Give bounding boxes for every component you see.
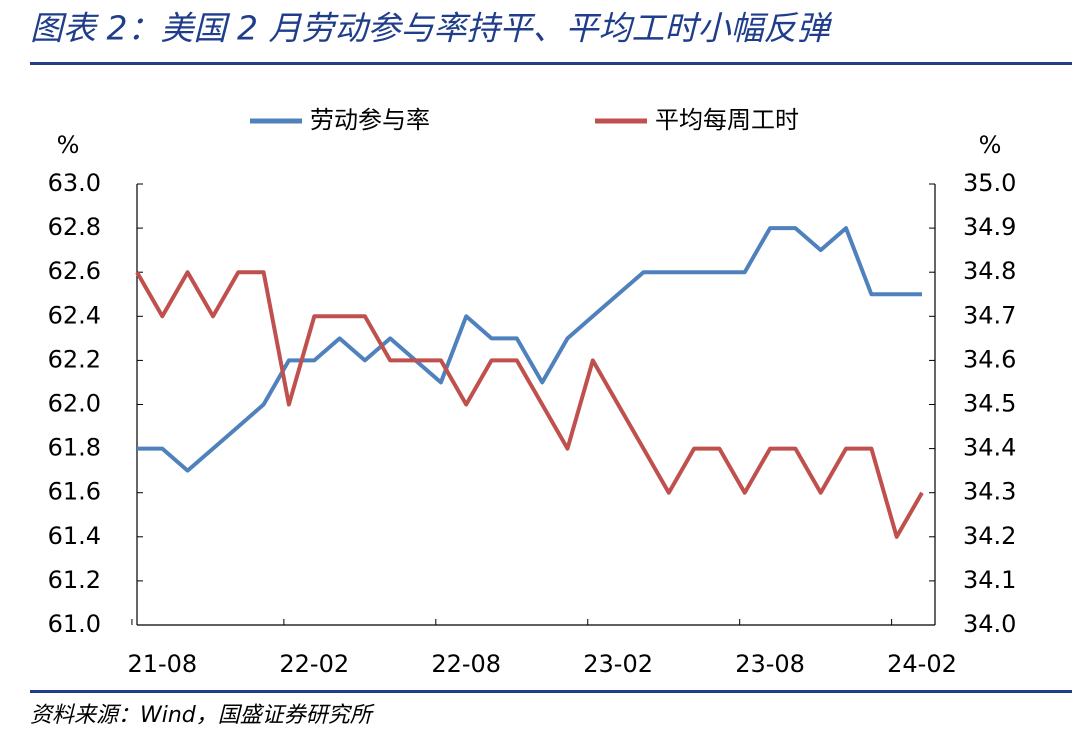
y-tick-label: 62.2 <box>48 345 101 373</box>
y-tick-label: 61.8 <box>48 434 101 462</box>
x-tick-label: 23-02 <box>583 650 653 678</box>
y2-tick-label: 34.9 <box>963 213 1016 241</box>
y2-tick-label: 34.8 <box>963 257 1016 285</box>
y2-tick-label: 34.6 <box>963 345 1016 373</box>
y2-tick-label: 34.4 <box>963 434 1016 462</box>
y2-axis-label: % <box>979 131 1002 159</box>
y-tick-label: 62.4 <box>48 301 101 329</box>
y-tick-label: 61.0 <box>48 610 101 638</box>
legend-label: 平均每周工时 <box>655 106 799 134</box>
legend-label: 劳动参与率 <box>310 106 430 134</box>
y2-tick-label: 34.2 <box>963 522 1016 550</box>
series-line <box>135 270 924 539</box>
y-tick-label: 61.6 <box>48 478 101 506</box>
title-rule <box>30 62 1072 65</box>
x-tick-label: 22-08 <box>431 650 501 678</box>
series-line <box>137 226 922 473</box>
y-tick-label: 61.4 <box>48 522 101 550</box>
y-tick-label: 61.2 <box>48 566 101 594</box>
y-tick-label: 63.0 <box>48 169 101 197</box>
y2-tick-label: 34.5 <box>963 390 1016 418</box>
y2-tick-label: 34.3 <box>963 478 1016 506</box>
y-tick-label: 62.8 <box>48 213 101 241</box>
source: 资料来源：Wind，国盛证券研究所 <box>30 703 375 728</box>
y-axis-label: % <box>57 131 80 159</box>
x-tick-label: 24-02 <box>887 650 957 678</box>
chart-title: 图表 2：美国 2 月劳动参与率持平、平均工时小幅反弹 <box>30 9 832 48</box>
x-tick-label: 23-08 <box>735 650 805 678</box>
source-rule <box>30 690 1072 693</box>
y2-tick-label: 35.0 <box>963 169 1016 197</box>
x-tick-label: 21-08 <box>127 650 197 678</box>
y2-tick-label: 34.7 <box>963 301 1016 329</box>
y2-tick-label: 34.0 <box>963 610 1016 638</box>
y2-tick-label: 34.1 <box>963 566 1016 594</box>
y-tick-label: 62.6 <box>48 257 101 285</box>
x-tick-label: 22-02 <box>279 650 349 678</box>
y-tick-label: 62.0 <box>48 390 101 418</box>
